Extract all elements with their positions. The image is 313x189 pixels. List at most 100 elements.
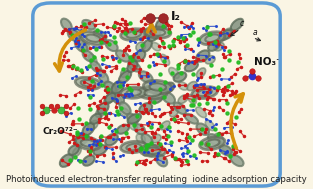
Ellipse shape <box>95 107 106 117</box>
Ellipse shape <box>192 87 218 99</box>
Ellipse shape <box>134 124 145 134</box>
Ellipse shape <box>205 56 215 64</box>
Ellipse shape <box>74 134 88 146</box>
Ellipse shape <box>129 55 137 64</box>
Ellipse shape <box>150 83 166 91</box>
Ellipse shape <box>145 148 160 154</box>
Ellipse shape <box>142 40 152 51</box>
Ellipse shape <box>111 92 124 104</box>
Ellipse shape <box>112 81 121 91</box>
Ellipse shape <box>223 146 233 157</box>
Ellipse shape <box>169 67 179 78</box>
Ellipse shape <box>68 29 80 41</box>
Ellipse shape <box>187 82 197 91</box>
Ellipse shape <box>121 87 147 98</box>
Ellipse shape <box>83 123 94 135</box>
Ellipse shape <box>208 40 220 51</box>
Ellipse shape <box>105 40 118 51</box>
Ellipse shape <box>81 140 95 147</box>
Ellipse shape <box>174 72 186 82</box>
Ellipse shape <box>196 107 206 118</box>
Ellipse shape <box>139 71 153 83</box>
Ellipse shape <box>98 71 108 83</box>
Ellipse shape <box>197 68 206 78</box>
Ellipse shape <box>128 114 141 124</box>
Ellipse shape <box>121 29 147 40</box>
Ellipse shape <box>69 145 79 155</box>
Ellipse shape <box>144 147 153 157</box>
Ellipse shape <box>121 141 147 153</box>
Ellipse shape <box>219 30 232 40</box>
Ellipse shape <box>231 19 243 31</box>
Ellipse shape <box>214 133 223 144</box>
Ellipse shape <box>214 43 224 51</box>
Ellipse shape <box>126 144 141 150</box>
Ellipse shape <box>61 19 72 31</box>
Ellipse shape <box>82 20 95 29</box>
Ellipse shape <box>121 68 129 77</box>
Ellipse shape <box>205 139 219 147</box>
Ellipse shape <box>83 156 95 166</box>
Ellipse shape <box>143 29 151 38</box>
Ellipse shape <box>112 94 122 104</box>
Ellipse shape <box>196 50 209 62</box>
Ellipse shape <box>134 51 145 61</box>
Ellipse shape <box>156 155 167 166</box>
Ellipse shape <box>93 145 107 155</box>
Ellipse shape <box>83 51 94 61</box>
Ellipse shape <box>141 134 152 145</box>
Ellipse shape <box>151 92 163 103</box>
Ellipse shape <box>120 102 131 114</box>
Ellipse shape <box>120 108 130 116</box>
Text: a: a <box>253 28 257 37</box>
Ellipse shape <box>105 81 113 91</box>
Ellipse shape <box>75 39 87 52</box>
Ellipse shape <box>185 62 198 71</box>
Ellipse shape <box>145 27 171 38</box>
Ellipse shape <box>161 54 170 65</box>
Ellipse shape <box>126 31 141 38</box>
Ellipse shape <box>220 145 232 155</box>
Ellipse shape <box>162 92 175 104</box>
Text: NO₃⁻: NO₃⁻ <box>254 57 282 67</box>
Ellipse shape <box>73 147 81 156</box>
Ellipse shape <box>112 81 124 93</box>
Ellipse shape <box>143 148 151 156</box>
Ellipse shape <box>90 61 101 72</box>
Ellipse shape <box>104 94 114 104</box>
Ellipse shape <box>148 145 161 156</box>
Ellipse shape <box>156 19 167 31</box>
Ellipse shape <box>128 121 137 130</box>
Ellipse shape <box>94 30 106 40</box>
Ellipse shape <box>126 89 141 96</box>
Ellipse shape <box>105 93 115 103</box>
Ellipse shape <box>105 82 116 93</box>
Text: c: c <box>240 19 244 28</box>
Ellipse shape <box>98 103 109 114</box>
Ellipse shape <box>72 28 82 39</box>
Ellipse shape <box>80 42 90 51</box>
Ellipse shape <box>174 103 186 114</box>
Ellipse shape <box>150 82 164 93</box>
Ellipse shape <box>136 42 146 51</box>
Text: I₂: I₂ <box>171 10 180 23</box>
Ellipse shape <box>136 134 145 143</box>
Ellipse shape <box>81 80 95 87</box>
Ellipse shape <box>75 137 101 150</box>
Ellipse shape <box>185 114 198 124</box>
Ellipse shape <box>200 32 225 45</box>
Ellipse shape <box>160 121 170 130</box>
Ellipse shape <box>128 61 140 71</box>
Ellipse shape <box>230 155 244 166</box>
Ellipse shape <box>151 43 161 51</box>
Ellipse shape <box>139 103 152 113</box>
Ellipse shape <box>88 120 98 130</box>
Ellipse shape <box>75 77 101 89</box>
Ellipse shape <box>119 71 131 83</box>
Ellipse shape <box>197 123 209 135</box>
Ellipse shape <box>140 145 166 156</box>
Ellipse shape <box>223 28 233 39</box>
Text: Photoinduced electron-transfer regulating  iodine adsorption capacity: Photoinduced electron-transfer regulatin… <box>6 175 307 184</box>
Ellipse shape <box>127 114 138 124</box>
Ellipse shape <box>170 108 178 117</box>
